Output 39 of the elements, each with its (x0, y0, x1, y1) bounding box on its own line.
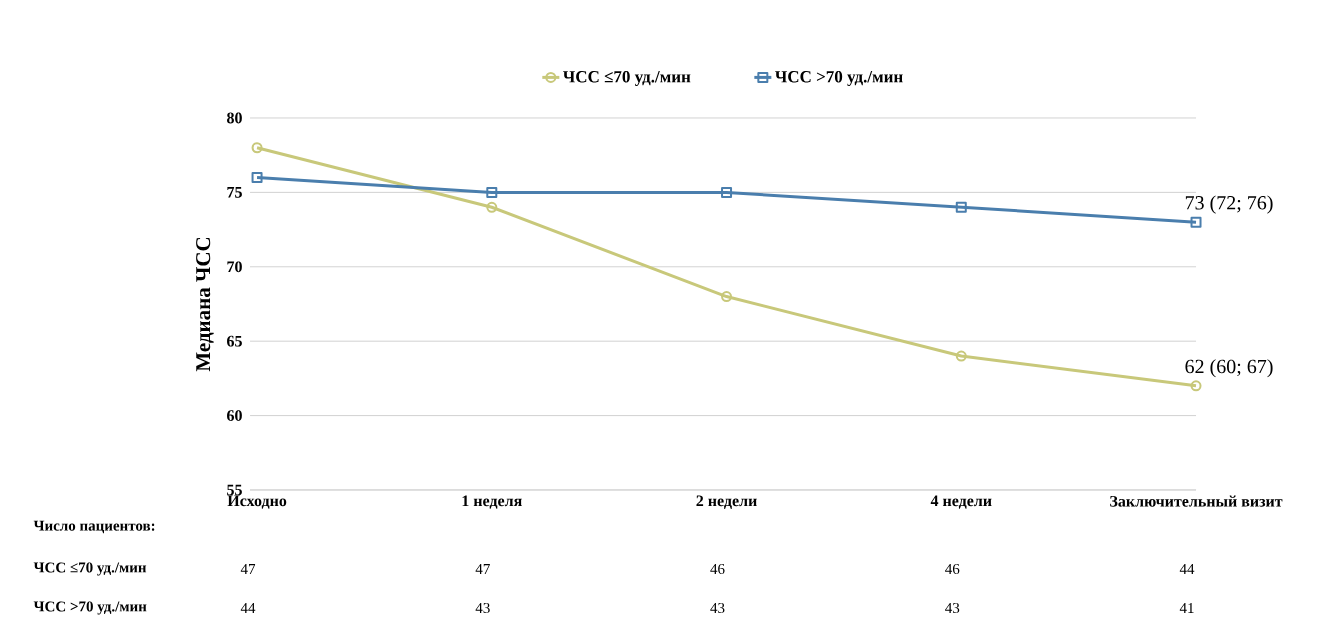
y-axis-title: Медиана ЧСС (196, 237, 214, 372)
y-tick-label: 70 (227, 261, 242, 273)
y-tick-label: 55 (227, 484, 242, 496)
text: ЧСС ≤70 уд./мин (33, 562, 147, 576)
text: 44 (240, 603, 256, 613)
text: 41 (1179, 603, 1194, 613)
text: 46 (710, 563, 725, 575)
text: 44 (1179, 564, 1195, 574)
annotation: 62 (60; 67) (1185, 359, 1273, 378)
legend-label: ЧСС ≤70 уд./мин (563, 70, 691, 86)
text: 47 (475, 564, 490, 574)
legend-label: ЧСС >70 уд./мин (775, 70, 903, 86)
annotation: 73 (72; 76) (1185, 195, 1273, 214)
x-tick-label: Исходно (227, 495, 287, 509)
text: 47 (240, 564, 256, 574)
text: ЧСС >70 уд./мин (33, 601, 147, 615)
text: 43 (475, 602, 490, 614)
text: 46 (945, 563, 960, 575)
y-tick-label: 80 (227, 112, 242, 124)
point (721, 291, 733, 303)
point (486, 201, 498, 213)
text: 43 (710, 602, 725, 614)
point (955, 350, 967, 362)
x-tick-label: 1 неделя (462, 495, 522, 509)
x-tick-label: 2 недели (696, 495, 757, 509)
x-tick-label: 4 недели (930, 495, 992, 509)
point (486, 186, 498, 198)
point (1190, 216, 1202, 228)
y-tick-label: 65 (227, 335, 242, 347)
point (955, 201, 967, 213)
point (251, 172, 263, 183)
x-tick-label: Заключительный визит (1110, 495, 1283, 507)
point (251, 142, 263, 154)
point (721, 186, 733, 198)
y-tick-label: 75 (227, 187, 242, 198)
y-tick-label: 60 (227, 410, 242, 421)
text: 43 (945, 602, 960, 614)
point (1190, 380, 1202, 392)
text: Число пациентов: (33, 520, 155, 534)
